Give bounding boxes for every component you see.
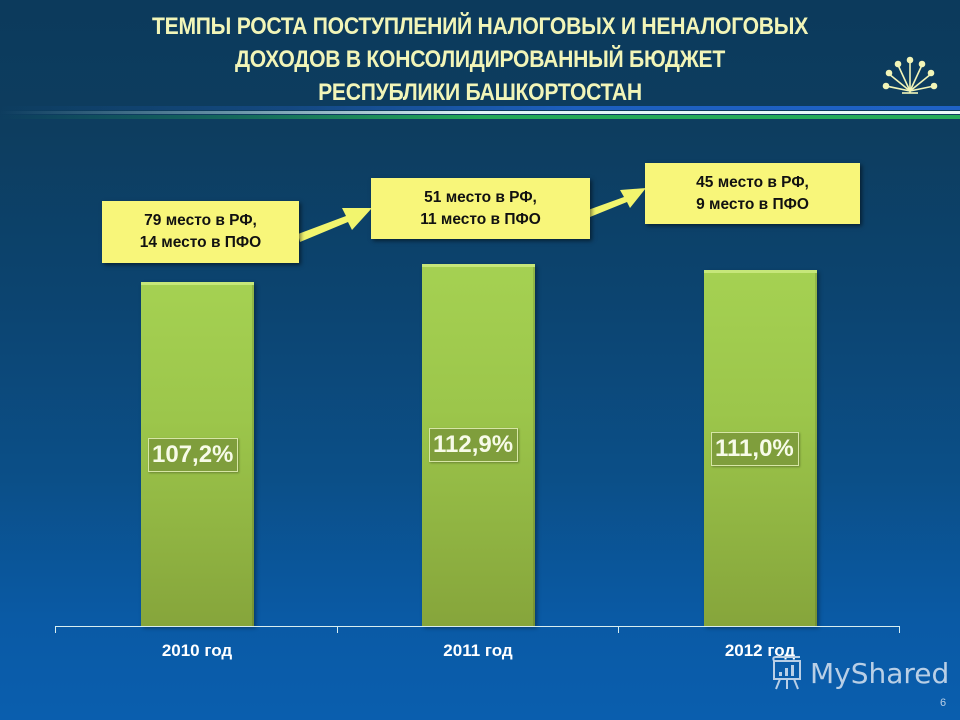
x-axis-tick: [55, 626, 56, 633]
watermark-text: MyShared: [810, 656, 950, 690]
myshared-watermark: MyShared: [770, 653, 949, 693]
value-label-2011: 112,9%: [429, 428, 519, 462]
callout-line: 14 место в ПФО: [139, 234, 262, 251]
arrow-right-icon: [588, 188, 646, 217]
title-line-3: РЕСПУБЛИКИ БАШКОРТОСТАН: [318, 79, 642, 106]
callout-line: 45 место в РФ,: [696, 173, 809, 191]
x-axis-tick: [899, 626, 900, 633]
slide-title: ТЕМПЫ РОСТА ПОСТУПЛЕНИЙ НАЛОГОВЫХ И НЕНА…: [40, 10, 920, 109]
x-axis-tick: [618, 626, 619, 633]
callout-line: 9 место в ПФО: [696, 195, 809, 213]
callout-line: 51 место в РФ,: [424, 188, 537, 206]
arrow-right-icon: [298, 208, 372, 242]
x-axis-tick: [337, 626, 338, 633]
value-label-2010: 107,2%: [148, 438, 239, 472]
title-line-2: ДОХОДОВ В КОНСОЛИДИРОВАННЫЙ БЮДЖЕТ: [235, 46, 725, 73]
rank-callout-2010: 79 место в РФ, 14 место в ПФО: [102, 201, 299, 263]
x-label-2010: 2010 год: [161, 641, 233, 660]
stripe-white: [0, 111, 960, 114]
callout-line: 79 место в РФ,: [144, 212, 257, 229]
page-number: 6: [940, 697, 947, 709]
presentation-board-icon: [772, 656, 801, 690]
x-label-2012: 2012 год: [724, 641, 796, 660]
rank-callout-2012: 45 место в РФ, 9 место в ПФО: [645, 163, 860, 224]
title-line-1: ТЕМПЫ РОСТА ПОСТУПЛЕНИЙ НАЛОГОВЫХ И НЕНА…: [151, 13, 809, 40]
callout-line: 11 место в ПФО: [420, 210, 541, 228]
flag-stripes-divider: [0, 106, 960, 122]
stripe-blue: [0, 106, 960, 110]
x-axis-line: [55, 626, 900, 627]
kurai-flower-emblem-icon: [882, 56, 938, 94]
value-label-2012: 111,0%: [711, 432, 799, 466]
x-label-2011: 2011 год: [443, 641, 513, 660]
rank-callout-2011: 51 место в РФ, 11 место в ПФО: [371, 178, 590, 239]
stripe-green: [0, 115, 960, 119]
